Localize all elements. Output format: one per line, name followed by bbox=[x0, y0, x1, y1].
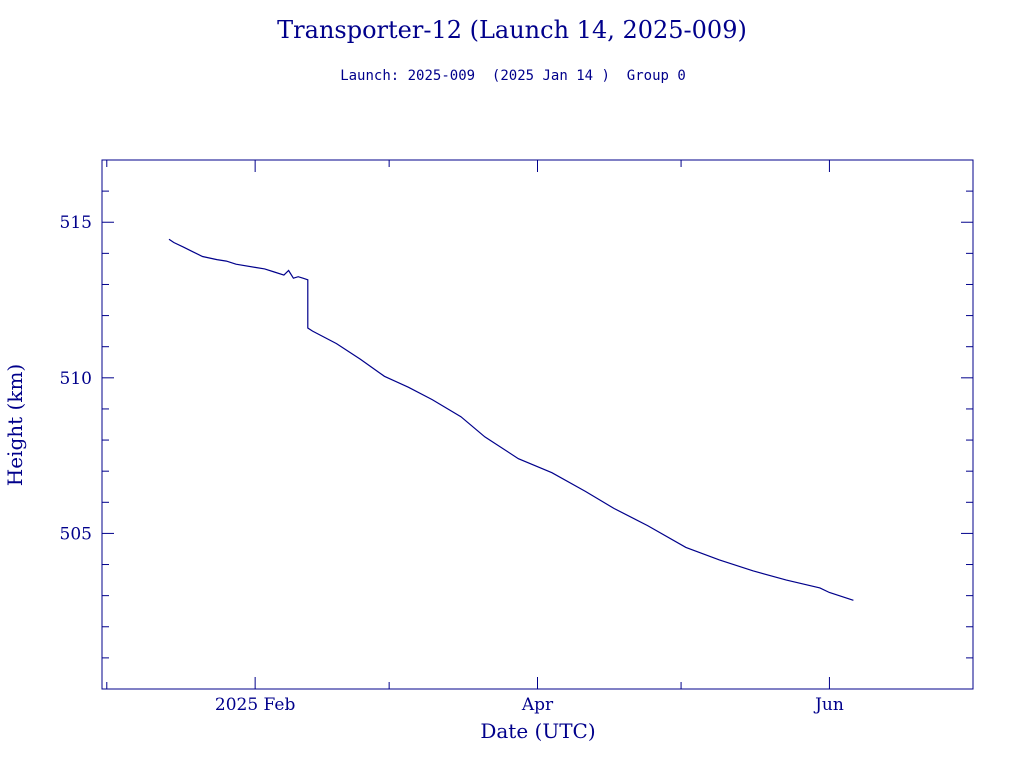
y-axis-label: Height (km) bbox=[3, 364, 27, 486]
y-tick-label: 505 bbox=[60, 524, 92, 544]
series-line bbox=[168, 238, 854, 601]
chart-subtitle: Launch: 2025-009 (2025 Jan 14 ) Group 0 bbox=[340, 68, 686, 84]
x-tick-label: 2025 Feb bbox=[215, 695, 296, 715]
x-axis-label: Date (UTC) bbox=[480, 719, 595, 743]
y-tick-label: 515 bbox=[60, 213, 92, 233]
axis-ticks bbox=[102, 159, 974, 690]
series-layer bbox=[168, 238, 854, 601]
axis-tick-labels: 505 510 515 2025 Feb Apr Jun bbox=[60, 213, 844, 715]
y-tick-label: 510 bbox=[60, 369, 92, 389]
plot-frame bbox=[101, 159, 974, 690]
chart-title: Transporter-12 (Launch 14, 2025-009) bbox=[277, 16, 747, 44]
x-tick-label: Jun bbox=[813, 695, 844, 715]
x-tick-label: Apr bbox=[521, 695, 554, 715]
